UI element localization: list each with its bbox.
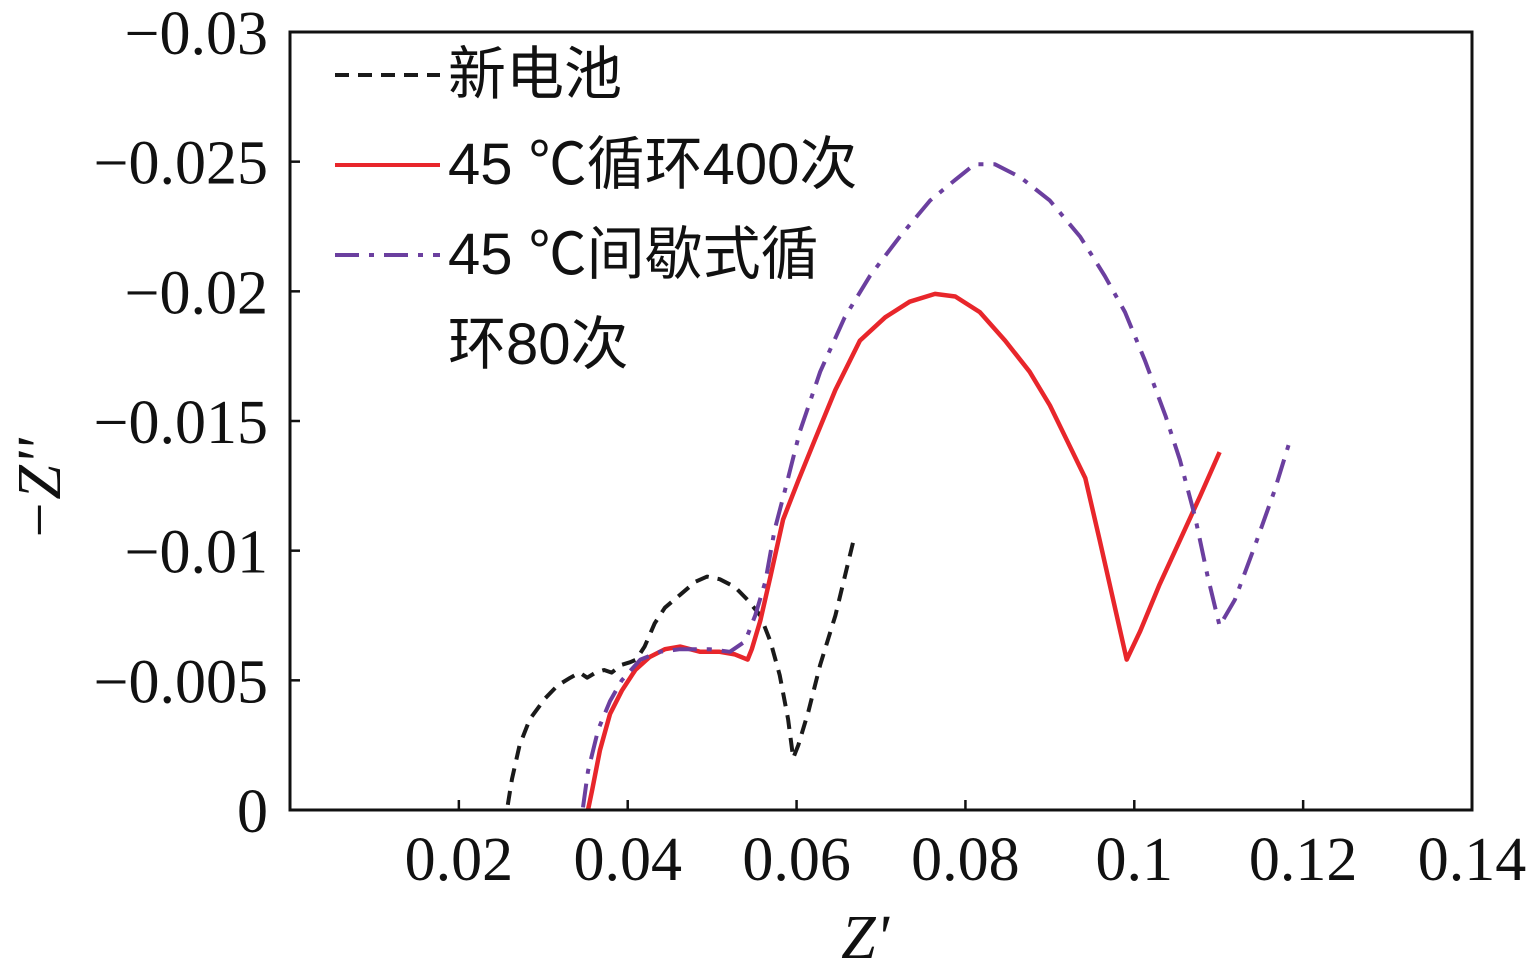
series-line-2	[585, 291, 1222, 811]
x-axis-label: Z'	[841, 904, 890, 972]
x-tick-label: 0.08	[911, 826, 1020, 894]
y-tick-label: −0.02	[125, 259, 268, 327]
y-axis: −0.03 −0.025 −0.02 −0.015 −0.01 −0.005 0	[94, 0, 300, 846]
x-tick-label: 0.1	[1096, 826, 1174, 894]
x-axis: 0.02 0.04 0.06 0.08 0.1 0.12 0.14	[405, 800, 1527, 894]
legend-item: 45 ℃循环400次	[335, 132, 857, 197]
y-axis-label: −Z''	[6, 437, 74, 542]
series-line-1	[505, 534, 857, 806]
legend-label: 45 ℃循环400次	[448, 132, 857, 197]
legend-item: 45 ℃间歇式循环80次	[335, 222, 819, 377]
legend-label: 45 ℃间歇式循环80次	[448, 222, 819, 377]
series-group	[505, 162, 1292, 811]
legend: 新电池 45 ℃循环400次 45 ℃间歇式循环80次	[335, 42, 857, 377]
legend-label: 新电池	[448, 42, 622, 107]
x-tick-label: 0.04	[573, 826, 682, 894]
legend-item: 新电池	[335, 42, 622, 107]
y-tick-label: −0.005	[94, 648, 268, 716]
series-line-3	[581, 162, 1292, 808]
x-tick-label: 0.06	[742, 826, 851, 894]
y-tick-label: −0.01	[125, 519, 268, 587]
y-tick-label: 0	[237, 778, 268, 846]
y-tick-label: −0.025	[94, 130, 268, 198]
x-tick-label: 0.02	[405, 826, 514, 894]
x-tick-label: 0.12	[1249, 826, 1358, 894]
y-tick-label: −0.015	[94, 389, 268, 457]
x-tick-label: 0.14	[1418, 826, 1527, 894]
y-tick-label: −0.03	[125, 0, 268, 68]
